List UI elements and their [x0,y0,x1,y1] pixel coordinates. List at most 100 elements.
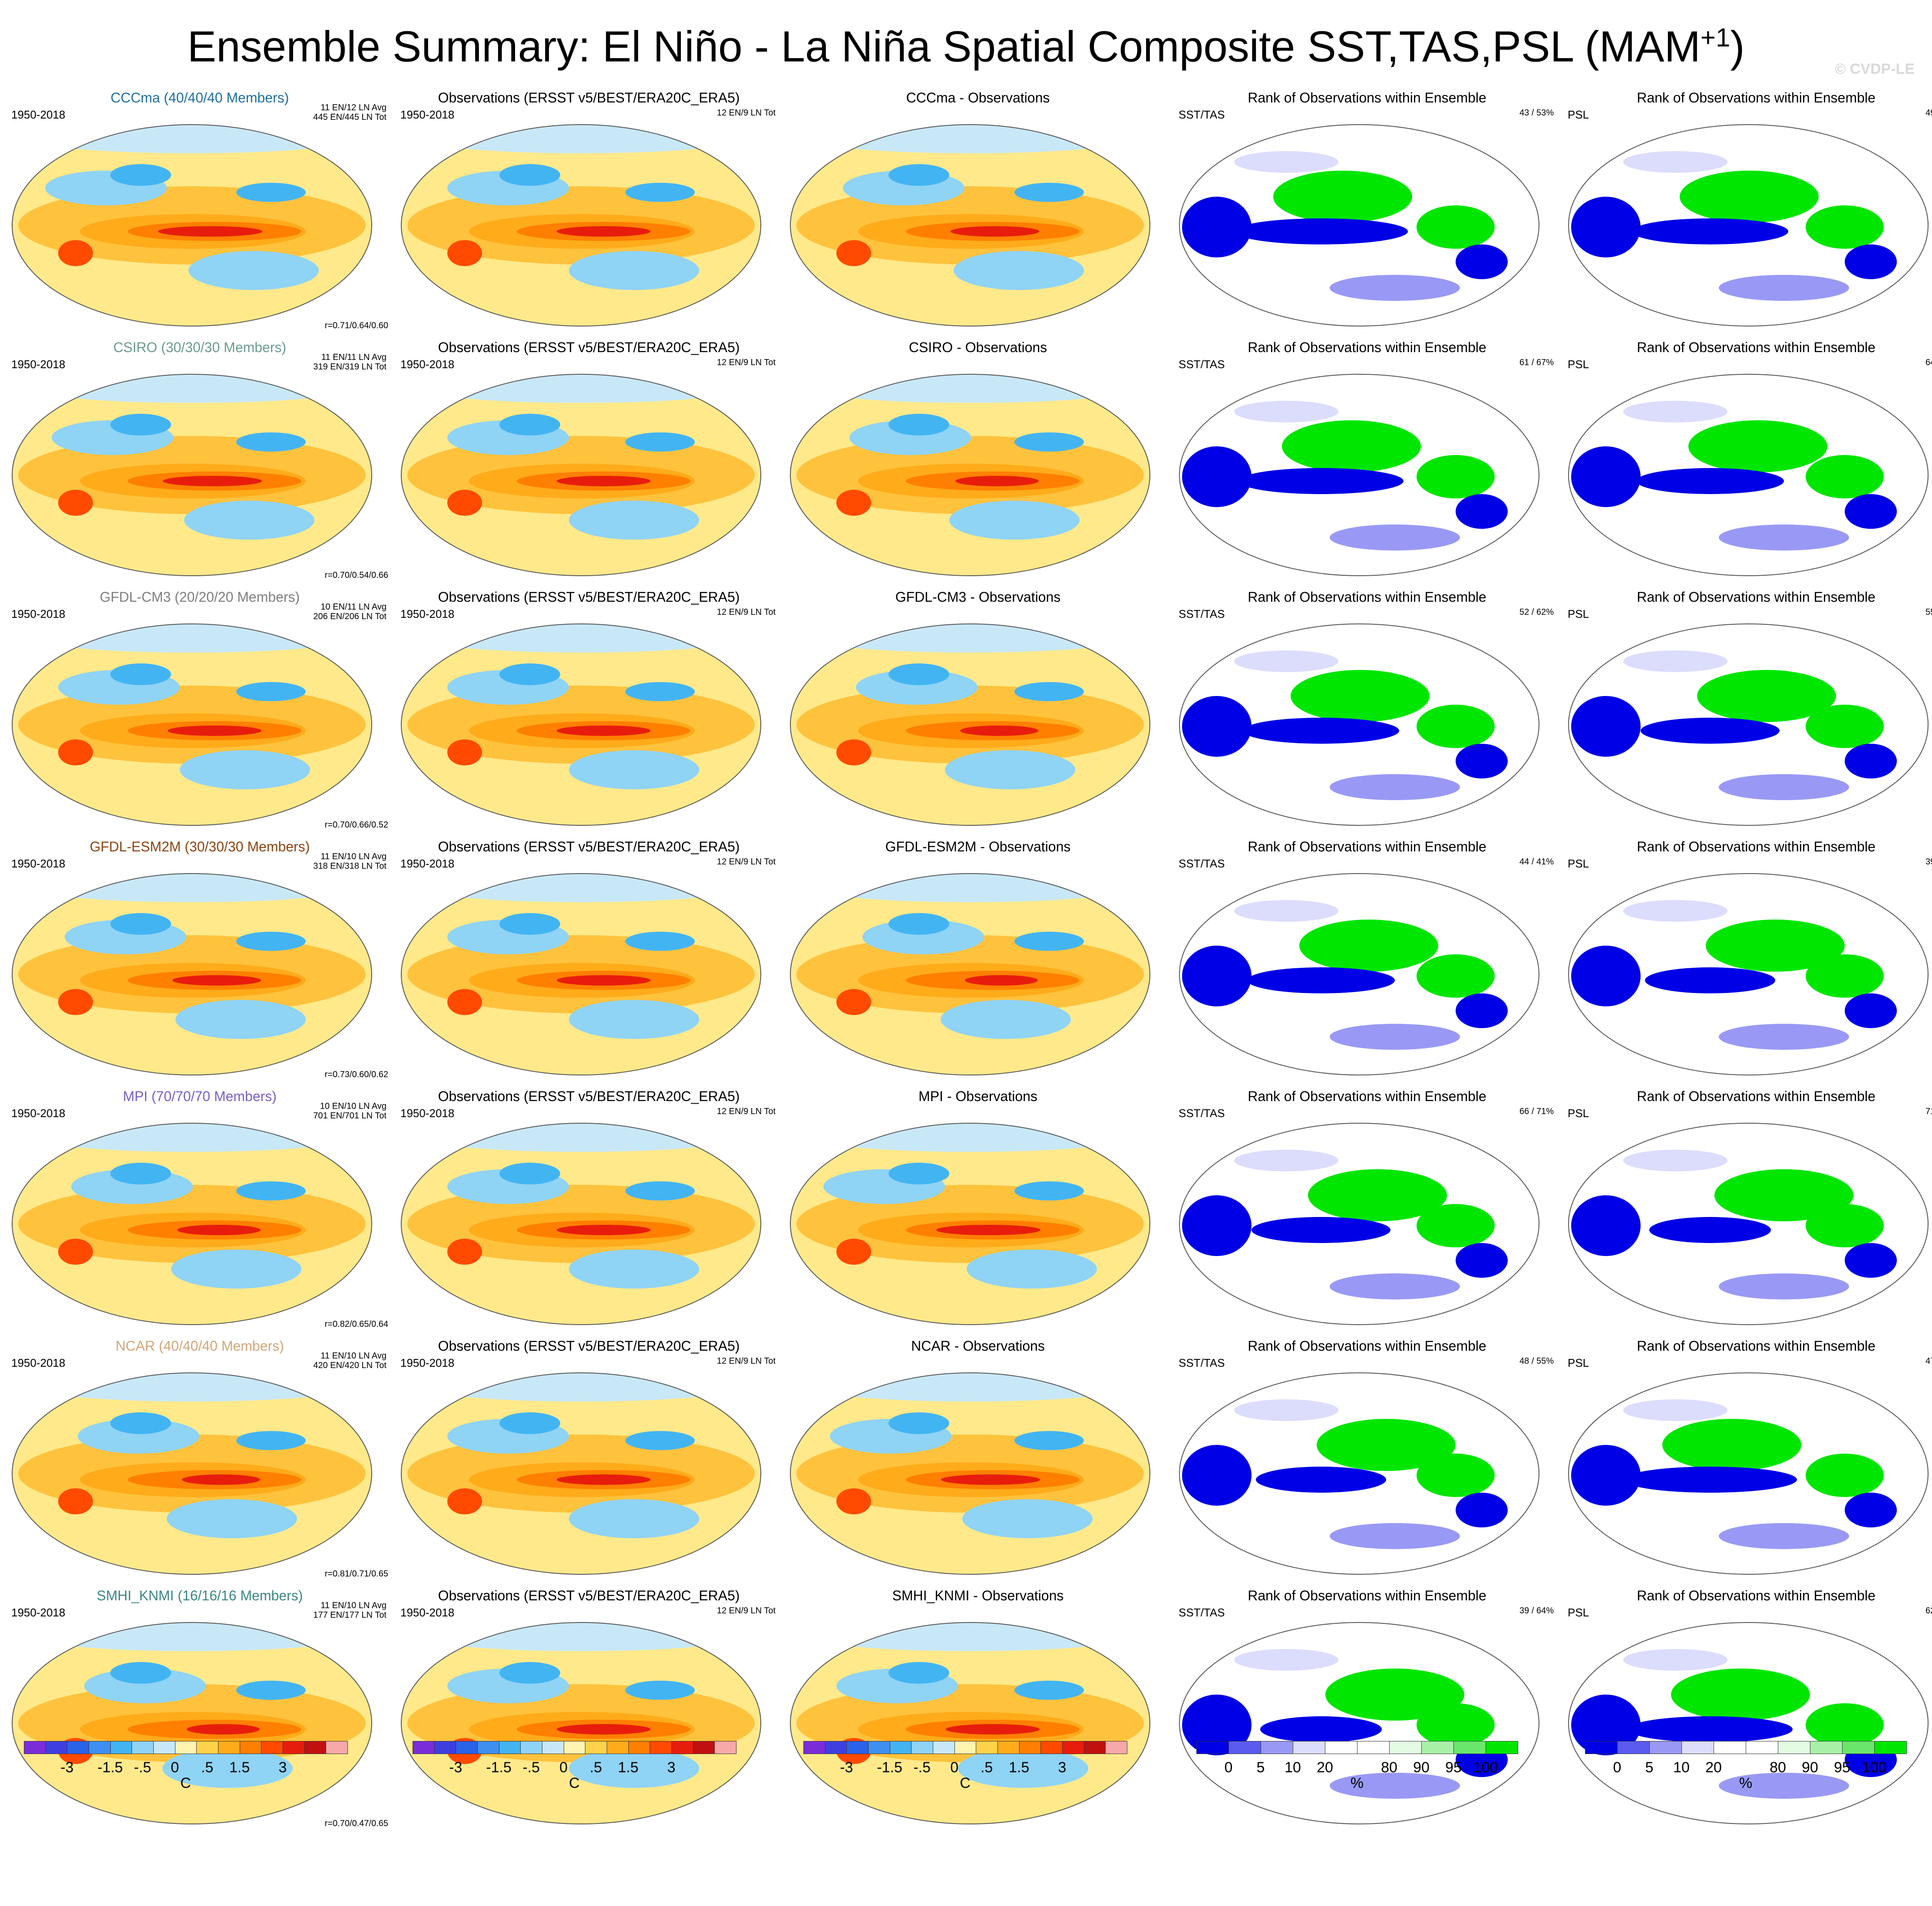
variable-label: PSL [1568,358,1589,371]
colorbar-swatch [1040,1741,1063,1754]
colorbar-swatch [413,1741,435,1754]
year-range: 1950-2018 [11,1107,66,1120]
difference-panel: SMHI_KNMI - Observations [783,1587,1173,1837]
rank-percent: 49% [1925,108,1932,118]
rank-title: Rank of Observations within Ensemble [1248,340,1486,355]
rank-map [1568,623,1929,826]
colorbar-tick-label: 1.5 [618,1759,639,1776]
variable-label: PSL [1568,1606,1589,1619]
observations-title: Observations (ERSST v5/BEST/ERA20C_ERA5) [438,1088,740,1104]
colorbar-swatch [1585,1741,1618,1754]
observations-panel: Observations (ERSST v5/BEST/ERA20C_ERA5)… [393,1337,784,1587]
watermark: © CVDP-LE [1835,61,1915,77]
colorbar-tick-label: 0 [1224,1759,1233,1776]
colorbar-swatch [67,1741,89,1754]
rank-title: Rank of Observations within Ensemble [1248,90,1486,106]
rank-psl-panel: Rank of Observations within Ensemble PSL 6… [1561,339,1932,588]
year-range: 1950-2018 [400,108,455,121]
colorbar-tick-label: 5 [1256,1759,1265,1776]
colorbar-tick-label: 10 [1673,1759,1690,1776]
rank-psl-panel: Rank of Observations within Ensemble PSL 6… [1561,1587,1932,1837]
composite-map [790,1372,1150,1575]
colorbar-tick-label: 90 [1802,1759,1818,1776]
colorbar-tick-label: 5 [1645,1759,1654,1776]
colorbar-swatch [1486,1741,1518,1754]
colorbar-swatch [1389,1741,1422,1754]
event-counts: 10 EN/10 LN Avg 701 EN/701 LN Tot [313,1101,386,1121]
rank-title: Rank of Observations within Ensemble [1637,340,1876,355]
rank-title: Rank of Observations within Ensemble [1248,839,1486,854]
rank-sst-tas-panel: Rank of Observations within Ensemble SST/… [1172,588,1562,838]
rank-title: Rank of Observations within Ensemble [1248,1338,1486,1354]
year-range: 1950-2018 [11,1606,66,1619]
colorbar-swatch [1105,1741,1127,1754]
variable-label: PSL [1568,1356,1589,1369]
colorbar-swatch [693,1741,715,1754]
title-text: Ensemble Summary: El Niño - La Niña Spat… [187,22,1701,71]
colorbar-swatch [326,1741,348,1754]
composite-map [12,124,372,326]
colorbar-swatch [1261,1741,1293,1754]
rank-title: Rank of Observations within Ensemble [1637,90,1876,106]
variable-label: SST/TAS [1179,857,1225,870]
colorbar-swatch [563,1741,586,1754]
rank-percent: 66 / 71% [1519,1107,1554,1116]
rank-map [1179,374,1539,576]
observations-panel: Observations (ERSST v5/BEST/ERA20C_ERA5)… [393,339,784,588]
colorbar-tick-label: 100 [1473,1759,1498,1776]
rank-psl-panel: Rank of Observations within Ensemble PSL 4… [1561,1337,1932,1587]
colorbar-tick-label: 95 [1834,1759,1850,1776]
composite-map [401,873,761,1075]
colorbar-tick-label: 95 [1445,1759,1462,1776]
colorbar-swatch [868,1741,890,1754]
colorbar-tick-label: 80 [1770,1759,1786,1776]
colorbar-swatch [196,1741,218,1754]
colorbar-swatch [1229,1741,1261,1754]
rank-title: Rank of Observations within Ensemble [1637,1338,1876,1354]
variable-label: SST/TAS [1179,607,1225,620]
colorbar-swatch [542,1741,564,1754]
year-range: 1950-2018 [400,1107,455,1120]
colorbar-swatch [1842,1741,1875,1754]
colorbar-swatch [911,1741,933,1754]
composite-map [401,1123,761,1325]
colorbar-swatch [499,1741,521,1754]
rank-percent: 44 / 41% [1519,857,1554,867]
rank-percent: 55% [1925,607,1932,617]
rank-psl-panel: Rank of Observations within Ensemble PSL 3… [1561,838,1932,1088]
event-counts: 11 EN/10 LN Avg 420 EN/420 LN Tot [313,1351,386,1370]
observations-title: Observations (ERSST v5/BEST/ERA20C_ERA5) [438,589,740,605]
year-range: 1950-2018 [400,607,455,620]
colorbar-tick-label: .5 [201,1759,214,1776]
colorbar-tick-label: 20 [1705,1759,1722,1776]
rank-map [1568,1123,1929,1325]
colorbar-tick-label: -3 [449,1759,462,1776]
event-counts: 11 EN/10 LN Avg 318 EN/318 LN Tot [313,852,386,871]
composite-map [401,124,761,326]
rank-map [1568,1372,1929,1575]
colorbar-swatch [1649,1741,1682,1754]
pattern-correlation: r=0.71/0.64/0.60 [324,321,388,330]
main-title: Ensemble Summary: El Niño - La Niña Spat… [0,10,1932,75]
rank-percent: 48 / 55% [1519,1356,1554,1366]
colorbar-swatch [153,1741,175,1754]
colorbar-swatch [976,1741,998,1754]
pattern-correlation: r=0.70/0.66/0.52 [324,820,388,830]
year-range: 1950-2018 [400,358,455,371]
title-close: ) [1730,22,1745,71]
colorbar-swatch [585,1741,607,1754]
difference-title: CCCma - Observations [906,90,1050,106]
colorbar-tick-label: 10 [1285,1759,1301,1776]
colorbar-swatch [1196,1741,1229,1754]
colorbar-unit: % [1739,1775,1753,1791]
colorbar-tick-label: -.5 [134,1759,151,1776]
colorbar-swatch [1714,1741,1746,1754]
rank-sst-tas-panel: Rank of Observations within Ensemble SST/… [1172,1337,1562,1587]
observation-counts: 12 EN/9 LN Tot [717,1356,776,1366]
model-composite-panel: MPI (70/70/70 Members) 1950-2018 10 EN/10 … [4,1088,395,1337]
colorbar-swatch [954,1741,977,1754]
difference-title: MPI - Observations [918,1088,1037,1104]
colorbar-swatch [803,1741,826,1754]
colorbar-swatch [110,1741,132,1754]
colorbar-swatch [261,1741,283,1754]
